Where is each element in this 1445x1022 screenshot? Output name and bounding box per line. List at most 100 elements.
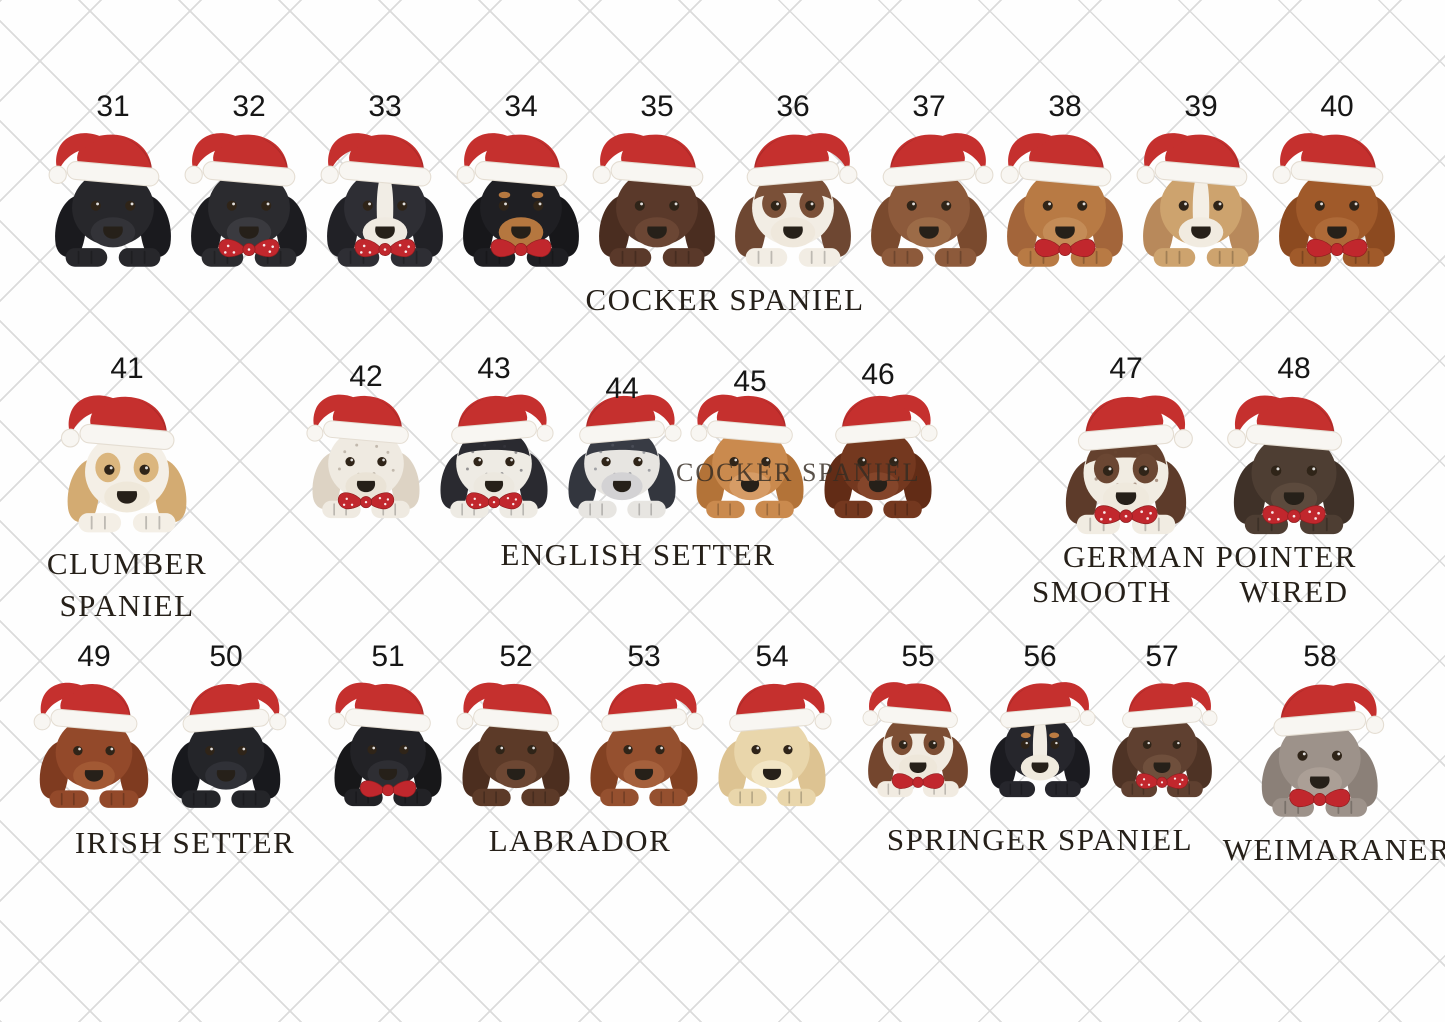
- breed-label-springer-spaniel: SPRINGER SPANIEL: [886, 821, 1194, 857]
- dog-item: 49: [20, 640, 168, 811]
- santa-dog-icon: [1000, 133, 1123, 267]
- dog-number: 39: [1184, 90, 1218, 123]
- santa-dog-icon: [320, 133, 443, 267]
- dog-item: 48: [1212, 352, 1376, 537]
- dog-number: 57: [1145, 640, 1179, 673]
- santa-dog-icon: [592, 133, 715, 267]
- santa-dog-icon: [456, 682, 570, 807]
- breed-label-line-1: CLUMBER: [46, 546, 208, 582]
- coat-type-sublabels: SMOOTH WIRED: [1020, 574, 1400, 616]
- breed-group-clumber-spaniel: 41 CLUMBER SPANIEL: [46, 352, 208, 627]
- santa-dog-icon: [871, 133, 994, 267]
- dog-number: 36: [776, 90, 810, 123]
- santa-dog-icon: [306, 394, 420, 519]
- dog-number: 35: [640, 90, 674, 123]
- breed-label-weimaraner: WEIMARANER: [1222, 831, 1445, 867]
- dog-number: 47: [1109, 352, 1143, 385]
- dog-number: 52: [499, 640, 533, 673]
- breed-label-labrador: LABRADOR: [488, 822, 672, 858]
- sublabel-smooth: SMOOTH: [1032, 573, 1172, 609]
- dog-item: 47: [1044, 352, 1208, 537]
- dog-number: 33: [368, 90, 402, 123]
- dog-item: 50: [152, 640, 300, 811]
- santa-dog-icon: [862, 682, 968, 798]
- santa-dog-icon: [718, 682, 832, 807]
- breed-label-irish-setter: IRISH SETTER: [74, 824, 296, 860]
- dog-number: 44: [605, 372, 639, 405]
- santa-dog-icon: [735, 133, 858, 267]
- dog-item: 57: [1094, 640, 1230, 800]
- dog-number: 42: [349, 360, 383, 393]
- dog-item: 31: [34, 90, 192, 270]
- santa-dog-icon: [1112, 682, 1218, 798]
- dog-item: 44: [549, 352, 695, 521]
- dog-item: 54: [699, 640, 845, 809]
- dog-row: 58: [1241, 640, 1399, 820]
- santa-dog-icon: [328, 682, 442, 807]
- santa-dog-icon: [1272, 133, 1395, 267]
- dog-number: 48: [1277, 352, 1311, 385]
- dog-number: 45: [733, 365, 767, 398]
- breed-label-cocker-spaniel: COCKER SPANIEL: [585, 281, 865, 317]
- dog-number: 58: [1303, 640, 1337, 673]
- dog-item: 42: [293, 352, 439, 521]
- santa-dog-icon: [990, 682, 1096, 798]
- dog-number: 31: [96, 90, 130, 123]
- santa-dog-icon: [1262, 683, 1385, 817]
- dog-number: 54: [755, 640, 789, 673]
- dog-number: 43: [477, 352, 511, 385]
- dog-number: 56: [1023, 640, 1057, 673]
- dog-item: 56: [972, 640, 1108, 800]
- sublabel-wired: WIRED: [1239, 573, 1349, 609]
- dog-number: 53: [627, 640, 661, 673]
- dog-item: 45: [677, 352, 823, 521]
- dog-number: 46: [861, 358, 895, 391]
- dog-item: 38: [986, 90, 1144, 270]
- dog-item: 58: [1241, 640, 1399, 820]
- santa-dog-icon: [184, 133, 307, 267]
- breed-group-irish-setter: 49 50 IRISH SETTER: [28, 640, 296, 863]
- dog-item: 34: [442, 90, 600, 270]
- dog-row: 51 52 53 54: [324, 640, 836, 809]
- santa-dog-icon: [48, 133, 171, 267]
- santa-dog-icon: [1227, 395, 1355, 535]
- dog-item: 51: [315, 640, 461, 809]
- dog-number: 49: [77, 640, 111, 673]
- santa-dog-icon: [690, 394, 804, 519]
- dog-row: 42 43 44 45 46: [302, 352, 942, 521]
- dog-item: 43: [421, 352, 567, 521]
- dog-item: 52: [443, 640, 589, 809]
- breed-group-english-setter: 42 43 44 45 46 ENGLISH SETTER: [302, 352, 942, 575]
- dog-number: 34: [504, 90, 538, 123]
- breed-group-german-pointer: 47 48 GERMAN POINTER SMOOTH WIRED: [1020, 352, 1400, 616]
- breed-group-weimaraner: 58 WEIMARANER: [1206, 640, 1445, 870]
- santa-dog-icon: [440, 394, 554, 519]
- dog-item: 33: [306, 90, 464, 270]
- dog-number: 51: [371, 640, 405, 673]
- santa-dog-icon: [456, 133, 579, 267]
- dog-item: 55: [850, 640, 986, 800]
- santa-dog-icon: [171, 682, 287, 808]
- dog-item: 37: [850, 90, 1008, 270]
- breed-label-english-setter: ENGLISH SETTER: [500, 536, 776, 572]
- dog-number: 40: [1320, 90, 1354, 123]
- breed-group-springer-spaniel: 55 56 57 SPRINGER SPANIEL: [857, 640, 1223, 860]
- santa-dog-icon: [590, 682, 704, 807]
- santa-dog-icon: [1136, 133, 1259, 267]
- dog-number: 32: [232, 90, 266, 123]
- dog-number: 50: [209, 640, 243, 673]
- dog-number: 38: [1048, 90, 1082, 123]
- dog-item: 53: [571, 640, 717, 809]
- dog-row: 31 32 33 34 35 36 37 38 39 40: [45, 90, 1405, 270]
- dog-item: 39: [1122, 90, 1280, 270]
- dog-number: 55: [901, 640, 935, 673]
- santa-dog-icon: [60, 395, 187, 533]
- santa-dog-icon: [1065, 395, 1193, 535]
- breed-label-german-pointer: GERMAN POINTER: [1063, 539, 1357, 575]
- dog-item: 40: [1258, 90, 1416, 270]
- dog-number: 37: [912, 90, 946, 123]
- dog-item: 41: [46, 352, 208, 535]
- breed-group-labrador: 51 52 53 54 LABRADOR: [324, 640, 836, 861]
- dog-number: 41: [110, 352, 144, 385]
